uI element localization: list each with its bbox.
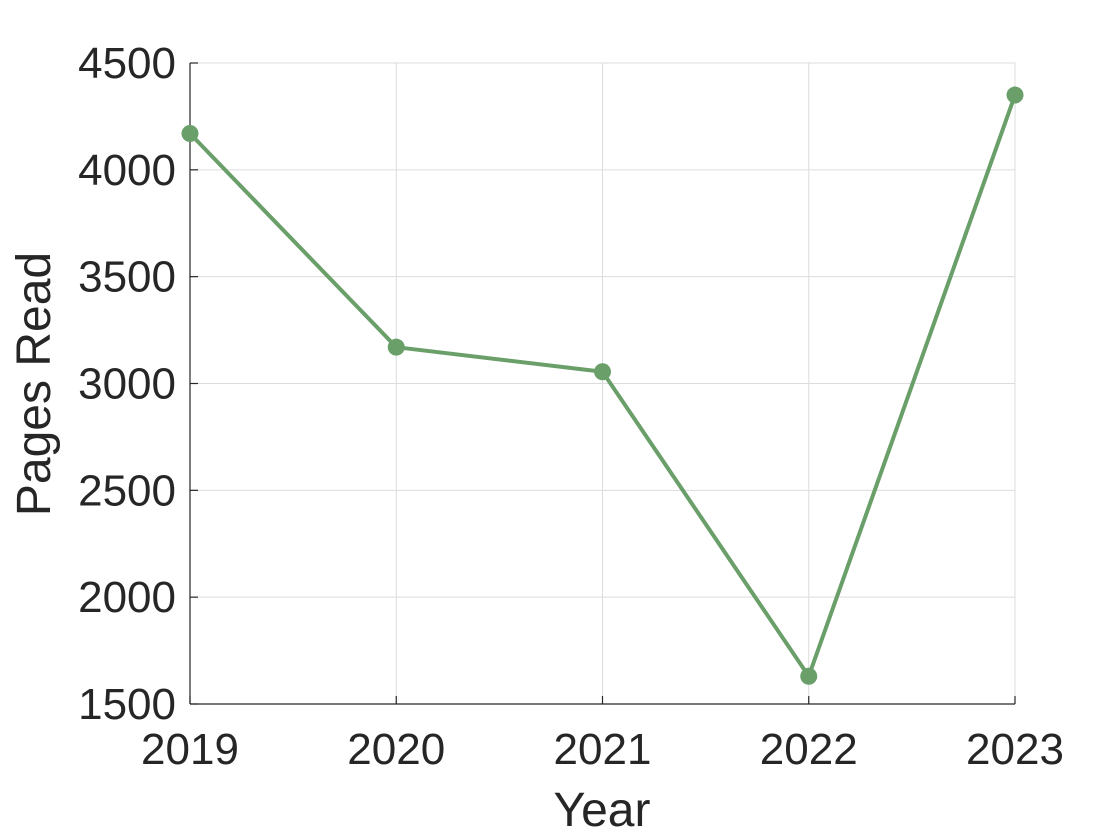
axes <box>189 62 1016 705</box>
x-tick-label: 2020 <box>347 725 445 774</box>
y-tick-label: 3500 <box>78 253 176 302</box>
x-tick-label: 2022 <box>760 725 858 774</box>
x-tick-label: 2019 <box>141 725 239 774</box>
data-point <box>1006 86 1024 104</box>
x-axis-label: Year <box>554 784 651 837</box>
x-tick-label: 2021 <box>554 725 652 774</box>
y-tick-label: 3000 <box>78 360 176 409</box>
y-tick-label: 4500 <box>78 39 176 88</box>
y-axis-label: Pages Read <box>8 252 61 516</box>
x-tick-label: 2023 <box>966 725 1064 774</box>
data-point <box>181 125 199 143</box>
y-tick-labels: 1500 2000 2500 3000 3500 4000 4500 <box>78 39 176 729</box>
series <box>181 86 1024 685</box>
data-point <box>387 338 405 356</box>
y-tick-label: 4000 <box>78 146 176 195</box>
data-point <box>594 363 611 381</box>
y-tick-label: 2500 <box>78 466 176 515</box>
data-point <box>800 667 818 685</box>
y-tick-label: 2000 <box>78 573 176 622</box>
y-tick-label: 1500 <box>78 680 176 729</box>
grid <box>189 62 1016 705</box>
x-tick-labels: 2019 2020 2021 2022 2023 <box>141 725 1064 774</box>
